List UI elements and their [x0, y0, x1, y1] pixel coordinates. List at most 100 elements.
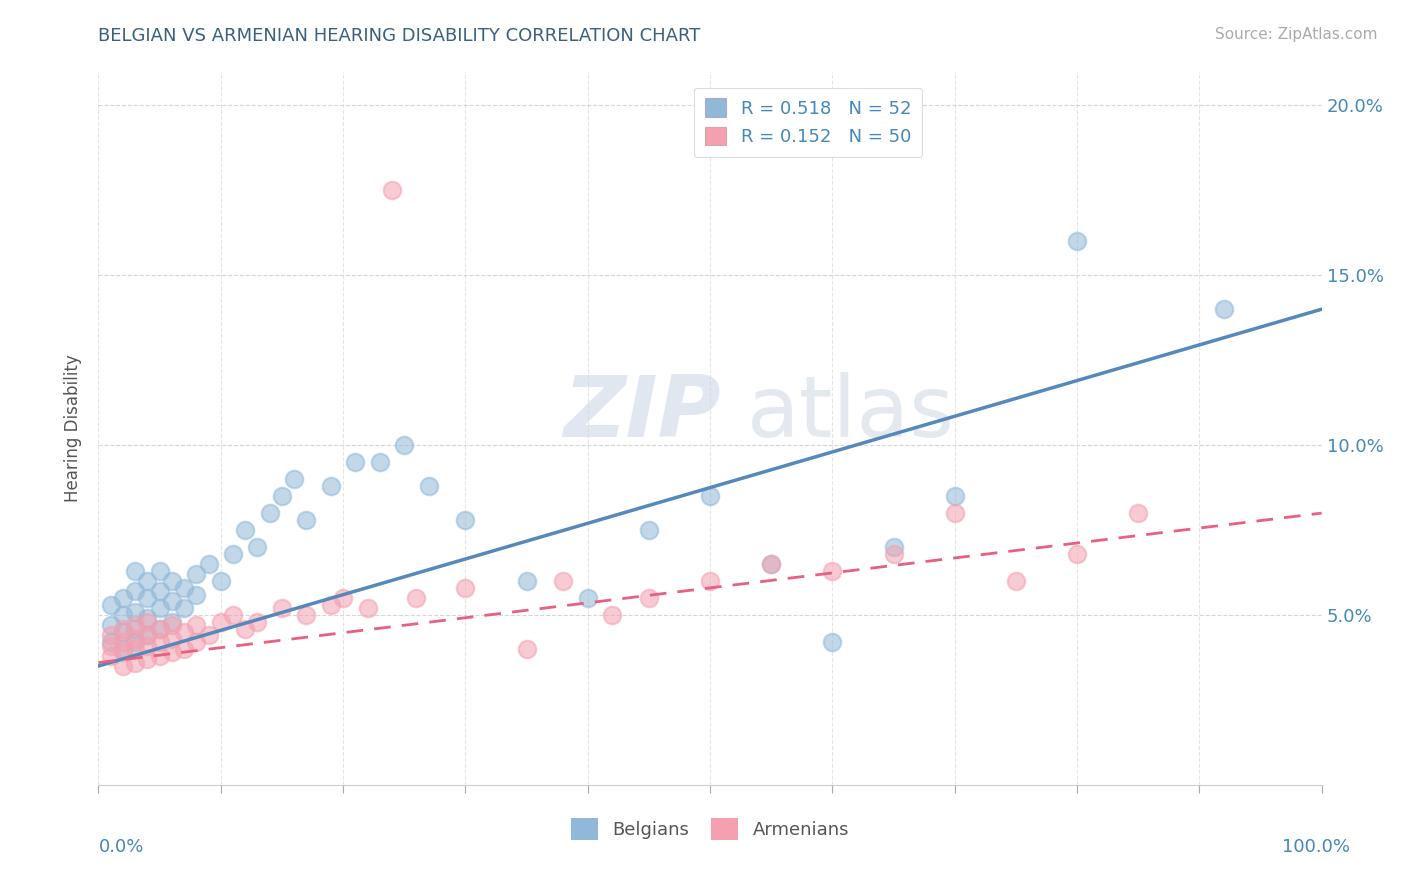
Point	[149, 601, 172, 615]
Point	[100, 598, 122, 612]
Point	[136, 628, 159, 642]
Point	[699, 574, 721, 588]
Point	[943, 506, 966, 520]
Point	[319, 479, 342, 493]
Point	[160, 594, 183, 608]
Point	[124, 605, 146, 619]
Point	[319, 598, 342, 612]
Point	[111, 645, 134, 659]
Point	[1066, 234, 1088, 248]
Point	[405, 591, 427, 605]
Text: 0.0%: 0.0%	[98, 838, 143, 856]
Point	[553, 574, 575, 588]
Point	[149, 584, 172, 599]
Point	[111, 642, 134, 657]
Point	[124, 618, 146, 632]
Point	[943, 489, 966, 503]
Point	[136, 615, 159, 629]
Point	[454, 513, 477, 527]
Point	[100, 648, 122, 663]
Y-axis label: Hearing Disability: Hearing Disability	[65, 354, 83, 502]
Point	[637, 523, 661, 537]
Point	[356, 601, 378, 615]
Point	[270, 489, 294, 503]
Point	[209, 615, 232, 629]
Point	[111, 591, 134, 605]
Point	[160, 574, 183, 588]
Point	[149, 622, 172, 636]
Point	[100, 635, 122, 649]
Point	[600, 608, 623, 623]
Point	[124, 642, 146, 657]
Point	[186, 618, 208, 632]
Point	[197, 557, 219, 571]
Point	[270, 601, 294, 615]
Point	[761, 557, 783, 571]
Point	[222, 547, 245, 561]
Point	[124, 635, 146, 649]
Point	[124, 584, 146, 599]
Point	[136, 611, 159, 625]
Point	[283, 472, 305, 486]
Point	[160, 618, 183, 632]
Legend: Belgians, Armenians: Belgians, Armenians	[564, 811, 856, 847]
Point	[136, 591, 159, 605]
Point	[1066, 547, 1088, 561]
Point	[761, 557, 783, 571]
Point	[454, 581, 477, 595]
Point	[149, 648, 172, 663]
Point	[821, 635, 844, 649]
Point	[111, 625, 134, 640]
Text: BELGIAN VS ARMENIAN HEARING DISABILITY CORRELATION CHART: BELGIAN VS ARMENIAN HEARING DISABILITY C…	[98, 27, 700, 45]
Point	[186, 588, 208, 602]
Point	[186, 567, 208, 582]
Point	[392, 438, 416, 452]
Point	[576, 591, 599, 605]
Point	[124, 656, 146, 670]
Point	[821, 564, 844, 578]
Point	[1212, 302, 1234, 317]
Point	[246, 540, 269, 554]
Point	[233, 523, 256, 537]
Text: atlas: atlas	[747, 372, 955, 456]
Point	[136, 639, 159, 653]
Point	[883, 547, 905, 561]
Point	[173, 601, 195, 615]
Point	[295, 608, 318, 623]
Point	[173, 581, 195, 595]
Point	[368, 455, 391, 469]
Point	[149, 564, 172, 578]
Point	[233, 622, 256, 636]
Point	[222, 608, 245, 623]
Point	[100, 618, 122, 632]
Point	[173, 625, 195, 640]
Point	[186, 635, 208, 649]
Point	[637, 591, 661, 605]
Point	[149, 635, 172, 649]
Point	[883, 540, 905, 554]
Point	[136, 628, 159, 642]
Point	[515, 574, 537, 588]
Point	[197, 628, 219, 642]
Point	[111, 622, 134, 636]
Point	[111, 608, 134, 623]
Point	[160, 615, 183, 629]
Point	[173, 642, 195, 657]
Point	[100, 628, 122, 642]
Point	[344, 455, 367, 469]
Point	[381, 183, 404, 197]
Point	[111, 659, 134, 673]
Point	[124, 632, 146, 646]
Point	[332, 591, 354, 605]
Point	[124, 622, 146, 636]
Point	[136, 652, 159, 666]
Point	[124, 564, 146, 578]
Point	[295, 513, 318, 527]
Point	[160, 645, 183, 659]
Text: Source: ZipAtlas.com: Source: ZipAtlas.com	[1215, 27, 1378, 42]
Point	[209, 574, 232, 588]
Point	[111, 635, 134, 649]
Point	[259, 506, 281, 520]
Point	[1004, 574, 1026, 588]
Point	[515, 642, 537, 657]
